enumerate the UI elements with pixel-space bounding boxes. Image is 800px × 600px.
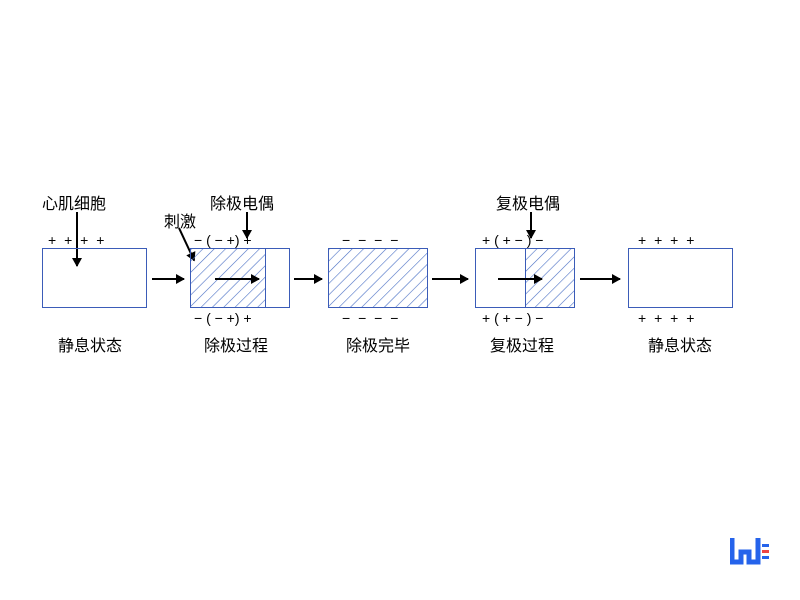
state3-label: 除极完毕	[346, 332, 410, 356]
depol-dipole-label: 除极电偶	[210, 190, 274, 214]
box1-top-charge: + + + +	[48, 232, 106, 248]
box3-top-charge: − − − −	[342, 232, 400, 248]
box2-inner-arrow	[215, 278, 259, 280]
cell-label: 心肌细胞	[42, 190, 106, 214]
box4-top-charge: + ( + − ) −	[482, 232, 543, 248]
cell-box-5	[628, 248, 733, 308]
box2-bot-charge: − ( − +) +	[194, 310, 252, 326]
repol-dipole-label: 复极电偶	[496, 190, 560, 214]
box3-bot-charge: − − − −	[342, 310, 400, 326]
box5-top-charge: + + + +	[638, 232, 696, 248]
transition-arrow-4	[580, 278, 620, 280]
transition-arrow-2	[294, 278, 322, 280]
box2-top-charge: − ( − +) +	[194, 232, 252, 248]
depolarization-diagram: 心肌细胞 刺激 除极电偶 复极电偶 + + + + 静息状态 − ( − +) …	[0, 0, 800, 600]
state4-label: 复极过程	[490, 332, 554, 356]
box5-bot-charge: + + + +	[638, 310, 696, 326]
state5-label: 静息状态	[648, 332, 712, 356]
box4-inner-arrow	[498, 278, 542, 280]
box4-bot-charge: + ( + − ) −	[482, 310, 543, 326]
state2-label: 除极过程	[204, 332, 268, 356]
transition-arrow-1	[152, 278, 184, 280]
transition-arrow-3	[432, 278, 468, 280]
state1-label: 静息状态	[58, 332, 122, 356]
cell-box-3	[328, 248, 428, 308]
cell-box-1	[42, 248, 147, 308]
watermark-icon	[730, 538, 770, 570]
box3-hatch	[329, 249, 427, 307]
